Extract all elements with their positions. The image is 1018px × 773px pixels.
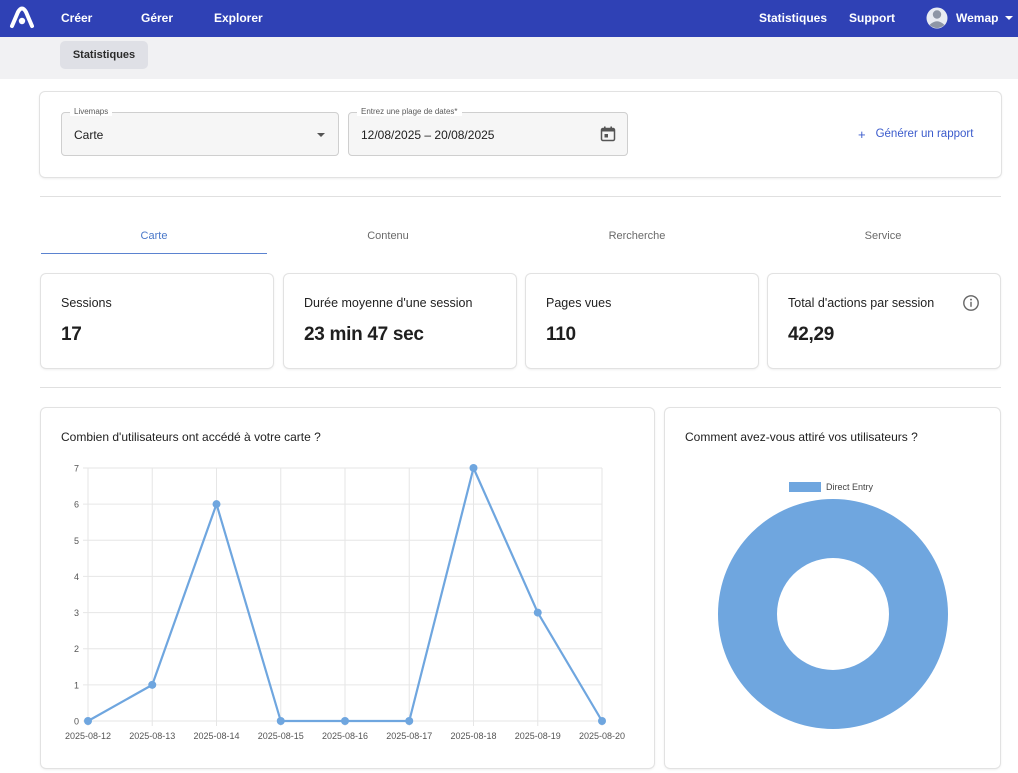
stat-label: Total d'actions par session <box>788 296 935 310</box>
stat-card-actions-per-session: Total d'actions par session 42,29 <box>768 274 1000 368</box>
top-navigation-bar: Créer Gérer Explorer Statistiques Suppor… <box>0 0 1018 37</box>
x-tick-label: 2025-08-12 <box>65 731 111 741</box>
x-tick-label: 2025-08-14 <box>193 731 239 741</box>
y-tick-label: 7 <box>74 464 79 474</box>
x-tick-label: 2025-08-15 <box>258 731 304 741</box>
info-icon[interactable] <box>962 294 980 312</box>
data-point[interactable] <box>84 717 92 725</box>
sub-navigation: Statistiques <box>0 37 1018 79</box>
date-range-value: 12/08/2025 – 20/08/2025 <box>361 128 495 142</box>
y-tick-label: 1 <box>74 680 79 690</box>
data-point[interactable] <box>276 717 285 725</box>
data-point[interactable] <box>341 717 349 725</box>
user-avatar-icon[interactable] <box>926 5 948 31</box>
divider <box>40 196 1001 197</box>
x-tick-label: 2025-08-17 <box>386 731 432 741</box>
nav-item-creer[interactable]: Créer <box>61 11 93 25</box>
data-point[interactable] <box>405 717 414 725</box>
livemaps-select[interactable]: Livemaps Carte <box>61 107 339 156</box>
user-menu-name[interactable]: Wemap <box>956 11 999 25</box>
acquisition-donut-chart-card: Comment avez-vous attiré vos utilisateur… <box>665 408 1000 768</box>
stat-label: Durée moyenne d'une session <box>304 296 473 310</box>
x-tick-label: 2025-08-16 <box>322 731 368 741</box>
tab-carte[interactable]: Carte <box>41 222 267 254</box>
legend-swatch <box>789 482 821 492</box>
livemaps-label: Livemaps <box>70 107 113 116</box>
generate-report-button[interactable]: + Générer un rapport <box>858 122 973 146</box>
x-tick-label: 2025-08-18 <box>450 731 496 741</box>
nav-item-explorer[interactable]: Explorer <box>214 11 263 25</box>
legend-label: Direct Entry <box>826 482 874 492</box>
stat-label: Pages vues <box>546 296 612 310</box>
data-point[interactable] <box>212 500 221 509</box>
stat-card-sessions: Sessions 17 <box>41 274 273 368</box>
nav-item-support[interactable]: Support <box>849 11 895 25</box>
y-tick-label: 5 <box>74 536 79 546</box>
calendar-icon[interactable] <box>599 125 617 143</box>
users-line-chart-card: Combien d'utilisateurs ont accédé à votr… <box>41 408 654 768</box>
generate-report-label: Générer un rapport <box>875 128 974 140</box>
livemaps-value: Carte <box>74 128 104 142</box>
filter-card: Livemaps Carte Entrez une plage de dates… <box>40 92 1001 177</box>
date-range-field[interactable]: Entrez une plage de dates* 12/08/2025 – … <box>348 107 628 156</box>
y-tick-label: 3 <box>74 608 79 618</box>
divider <box>40 387 1001 388</box>
subnav-chip-statistiques[interactable]: Statistiques <box>60 41 148 69</box>
x-tick-label: 2025-08-19 <box>515 731 561 741</box>
date-range-label: Entrez une plage de dates* <box>357 107 462 116</box>
stat-label: Sessions <box>61 296 112 310</box>
tab-recherche[interactable]: Rercherche <box>608 230 666 242</box>
chart-legend: Direct Entry <box>789 482 874 492</box>
nav-item-gerer[interactable]: Gérer <box>141 11 174 25</box>
acquisition-donut-chart: Direct Entry <box>718 482 948 729</box>
stat-value: 42,29 <box>788 324 835 345</box>
x-tick-label: 2025-08-20 <box>579 731 625 741</box>
stat-card-page-views: Pages vues 110 <box>526 274 758 368</box>
y-tick-label: 0 <box>74 717 79 727</box>
tab-service[interactable]: Service <box>864 230 902 242</box>
tab-contenu[interactable]: Contenu <box>367 230 409 242</box>
data-point[interactable] <box>148 680 157 689</box>
y-tick-label: 2 <box>74 644 79 654</box>
plus-icon: + <box>858 126 866 142</box>
stat-value: 23 min 47 sec <box>304 324 424 345</box>
wemap-logo-icon[interactable] <box>9 6 35 30</box>
chart-title: Combien d'utilisateurs ont accédé à votr… <box>61 430 321 444</box>
data-point[interactable] <box>469 464 478 472</box>
x-tick-label: 2025-08-13 <box>129 731 175 741</box>
users-line-chart: 0 1 2 3 4 5 6 7 2025-08-12 2025-08-13 2025-08-14 20… <box>65 464 625 742</box>
caret-down-icon[interactable] <box>1004 10 1014 26</box>
data-point[interactable] <box>533 608 542 617</box>
y-tick-label: 4 <box>74 572 79 582</box>
y-tick-label: 6 <box>74 500 79 510</box>
chart-title: Comment avez-vous attiré vos utilisateur… <box>685 430 918 444</box>
data-point[interactable] <box>598 717 606 725</box>
stat-value: 110 <box>546 324 576 345</box>
stat-card-average-duration: Durée moyenne d'une session 23 min 47 se… <box>284 274 516 368</box>
nav-item-statistiques[interactable]: Statistiques <box>759 11 828 25</box>
dropdown-arrow-icon[interactable] <box>316 132 326 138</box>
donut-slice[interactable] <box>718 499 948 729</box>
stat-value: 17 <box>61 324 82 345</box>
